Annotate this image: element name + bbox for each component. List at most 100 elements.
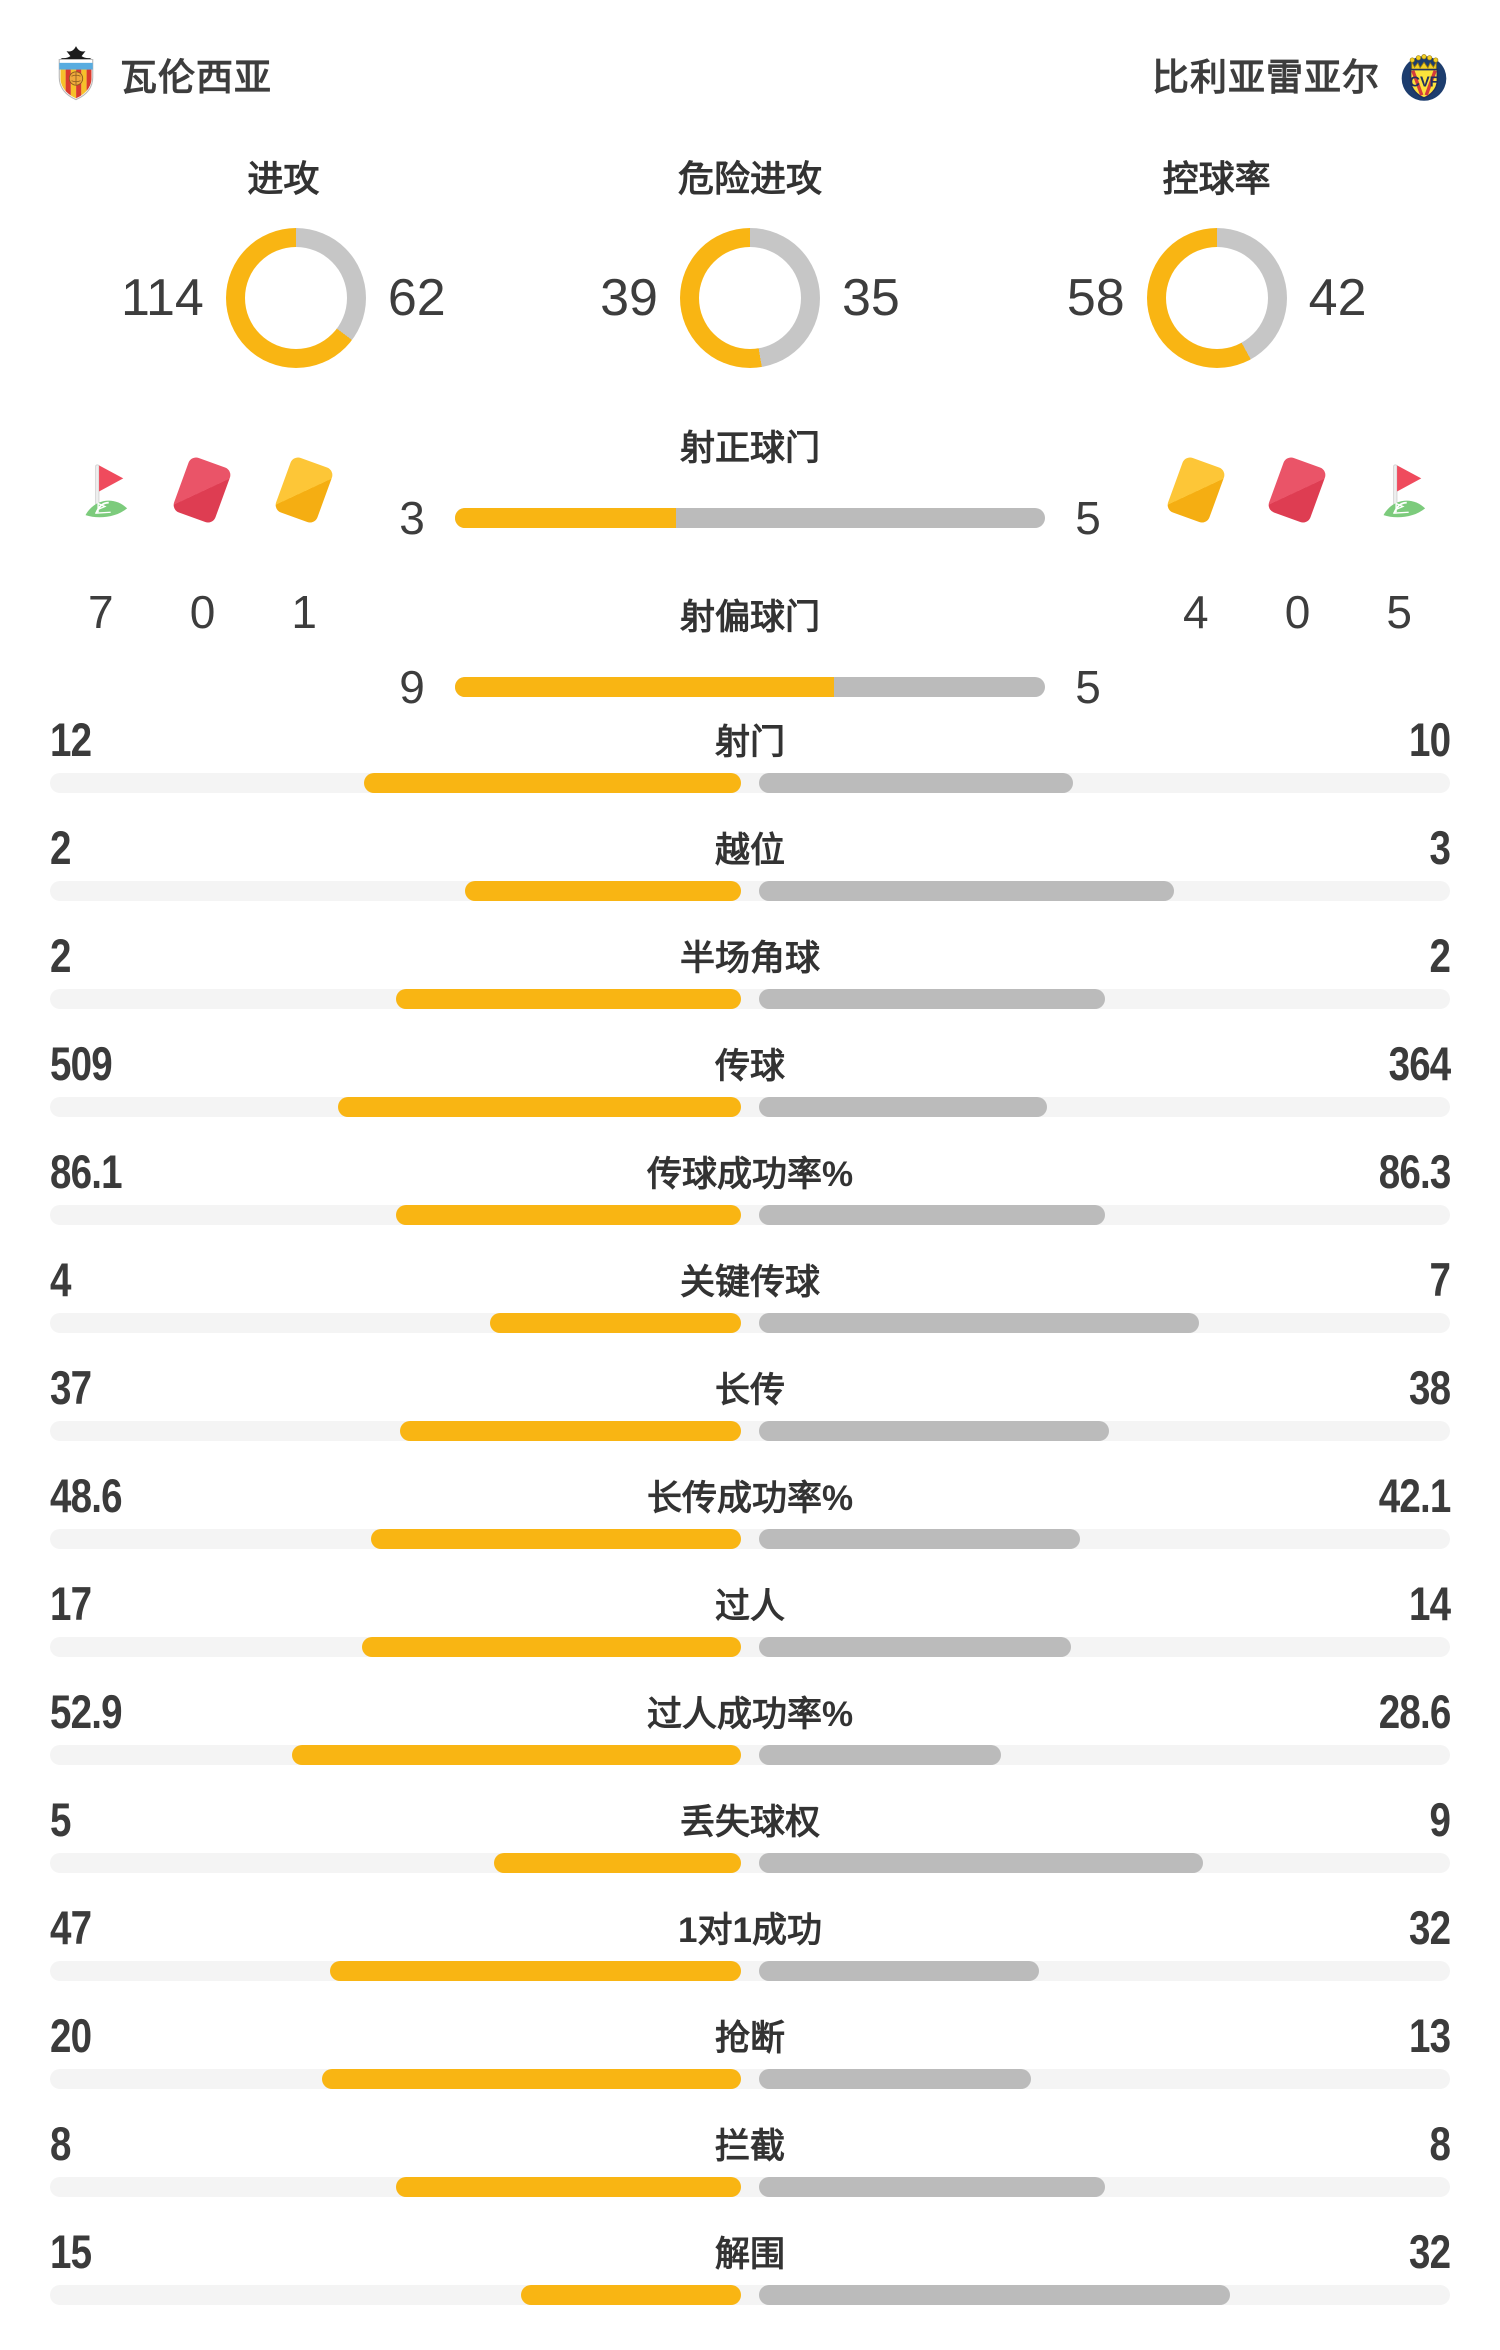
stat-away-value: 7: [1429, 1253, 1450, 1306]
stat-row: 17 过人 14: [50, 1576, 1451, 1657]
stat-row: 509 传球 364: [50, 1036, 1451, 1117]
stat-home-value: 8: [50, 2117, 71, 2170]
villarreal-crest-icon: CVF: [1401, 54, 1447, 101]
stat-home-bar: [395, 989, 741, 1009]
stat-home-bar: [520, 2285, 741, 2305]
shot-bar-track: [455, 508, 1045, 528]
stat-track: [50, 1313, 1450, 1333]
stat-home-bar: [322, 2069, 741, 2089]
stat-away-bar: [759, 1961, 1039, 1981]
stat-row: 5 丢失球权 9: [50, 1792, 1451, 1873]
donut-hole: [244, 247, 347, 349]
stat-home-value: 4: [50, 1253, 71, 1306]
donut-away-value: 62: [387, 269, 446, 327]
away-corners-count: 5: [1386, 586, 1412, 638]
donut-values-row: 114 62: [121, 228, 446, 368]
stat-away-bar: [759, 2177, 1105, 2197]
stat-row-head: 17 过人 14: [50, 1576, 1451, 1630]
stat-row-head: 52.9 过人成功率% 28.6: [50, 1684, 1451, 1738]
stat-away-bar: [759, 773, 1074, 793]
stat-label: 越位: [714, 831, 785, 870]
stat-home-value: 37: [50, 1361, 92, 1414]
stat-away-value: 8: [1429, 2117, 1450, 2170]
donut-title: 控球率: [1162, 158, 1271, 199]
stat-away-bar: [759, 1745, 1002, 1765]
stat-home-bar: [364, 773, 741, 793]
stat-away-bar: [759, 1313, 1199, 1333]
stat-row-head: 15 解围 32: [50, 2224, 1451, 2278]
away-team-name: 比利亚雷亚尔: [1152, 57, 1380, 98]
donut-hole: [698, 247, 801, 349]
stat-track: [50, 1745, 1450, 1765]
stat-track: [50, 1529, 1450, 1549]
donut-hole: [1165, 247, 1268, 349]
donut-chart-3: 控球率 58 42: [983, 150, 1450, 368]
stat-track: [50, 2069, 1450, 2089]
stat-row-head: 509 传球 364: [50, 1036, 1451, 1090]
stat-home-bar: [362, 1637, 741, 1657]
away-yellow-cards-count: 4: [1183, 586, 1209, 638]
shot-home-value: 9: [399, 661, 425, 713]
stat-away-bar: [759, 881, 1174, 901]
stat-home-bar: [395, 1205, 741, 1225]
stat-row: 52.9 过人成功率% 28.6: [50, 1684, 1451, 1765]
stat-home-value: 47: [50, 1901, 92, 1954]
stat-row: 15 解围 32: [50, 2224, 1451, 2305]
stat-away-value: 364: [1388, 1037, 1451, 1090]
stat-home-value: 509: [50, 1037, 113, 1090]
shot-bar-block-2: 射偏球门 9 5: [395, 589, 1105, 714]
away-team: 比利亚雷亚尔 CVF: [1152, 45, 1450, 103]
stat-away-value: 86.3: [1378, 1145, 1451, 1198]
stat-label: 射门: [714, 723, 785, 762]
shot-bar-block-1: 射正球门 3 5: [395, 420, 1105, 545]
home-team: 瓦伦西亚: [50, 45, 272, 103]
stat-row-head: 2 半场角球 2: [50, 928, 1451, 982]
shot-bar-home-fill: [455, 508, 677, 528]
stat-label: 传球成功率%: [646, 1155, 854, 1194]
stat-row: 86.1 传球成功率% 86.3: [50, 1144, 1451, 1225]
away-red-cards-count: 0: [1284, 586, 1311, 638]
stat-track: [50, 773, 1450, 793]
stat-home-value: 48.6: [50, 1469, 123, 1522]
stat-label: 抢断: [714, 2019, 785, 2058]
stat-label: 解围: [714, 2235, 785, 2274]
stat-label: 过人: [714, 1587, 785, 1626]
stat-row: 2 越位 3: [50, 820, 1451, 901]
stat-track: [50, 1097, 1450, 1117]
stat-away-bar: [759, 1853, 1204, 1873]
stat-label: 拦截: [714, 2127, 785, 2166]
stat-home-bar: [395, 2177, 741, 2197]
shot-home-value: 3: [399, 492, 425, 544]
shot-bar-home-fill: [455, 677, 835, 697]
stat-home-value: 52.9: [50, 1685, 123, 1738]
red-card-icon: [171, 455, 234, 525]
stat-home-value: 86.1: [50, 1145, 123, 1198]
stat-home-bar: [329, 1961, 741, 1981]
stat-row: 2 半场角球 2: [50, 928, 1451, 1009]
stat-away-value: 32: [1408, 2225, 1451, 2278]
donut-title: 进攻: [247, 158, 320, 199]
stat-row-head: 86.1 传球成功率% 86.3: [50, 1144, 1451, 1198]
stat-away-bar: [759, 1205, 1105, 1225]
stat-row-head: 37 长传 38: [50, 1360, 1451, 1414]
stat-label: 传球: [714, 1047, 785, 1086]
donut-ring: [1146, 228, 1287, 368]
yellow-card-icon: [273, 455, 335, 525]
home-corners-count: 7: [88, 586, 114, 638]
shot-away-value: 5: [1075, 492, 1101, 544]
stat-away-value: 2: [1429, 929, 1450, 982]
corner-flag-icon: [1383, 464, 1426, 518]
stat-home-bar: [494, 1853, 741, 1873]
stat-away-value: 10: [1408, 713, 1451, 766]
stat-away-bar: [759, 1421, 1110, 1441]
yellow-card-icon: [1165, 455, 1227, 525]
stat-row: 12 射门 10: [50, 712, 1451, 793]
donut-chart-2: 危险进攻 39 35: [517, 150, 984, 368]
stat-track: [50, 1421, 1450, 1441]
shot-bar-title: 射偏球门: [679, 598, 820, 637]
stat-away-value: 28.6: [1378, 1685, 1451, 1738]
stat-away-bar: [759, 1637, 1072, 1657]
